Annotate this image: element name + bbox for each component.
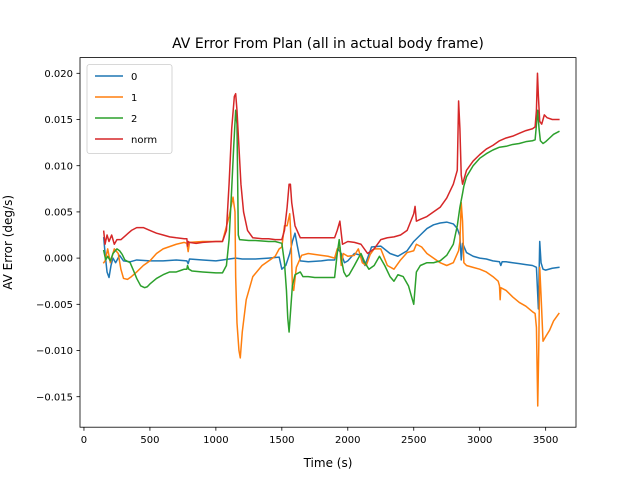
y-tick-label: −0.005 — [36, 300, 73, 311]
x-axis-ticks: 0 500 1000 1500 2000 2500 3000 3500 — [81, 427, 558, 446]
y-tick-label: −0.015 — [36, 392, 73, 403]
y-tick-label: 0.005 — [44, 208, 73, 219]
chart-title: AV Error From Plan (all in actual body f… — [172, 36, 484, 52]
series-line-3 — [102, 72, 560, 255]
plot-layer — [102, 72, 560, 407]
x-tick-label: 1500 — [269, 435, 294, 446]
x-tick-label: 2000 — [335, 435, 360, 446]
x-tick-label: 500 — [140, 435, 159, 446]
plot-frame — [79, 57, 577, 428]
legend-box — [86, 64, 173, 154]
y-tick-label: 0.020 — [44, 69, 73, 80]
series-line-2 — [102, 109, 560, 333]
legend: 0 1 2 norm — [86, 64, 173, 154]
x-tick-label: 2500 — [401, 435, 426, 446]
y-tick-label: 0.015 — [44, 115, 73, 126]
legend-label-2: 2 — [131, 114, 137, 125]
legend-label-3: norm — [131, 135, 157, 146]
y-tick-label: 0.010 — [44, 161, 73, 172]
legend-label-0: 0 — [131, 72, 137, 83]
x-axis-label: Time (s) — [303, 456, 353, 470]
x-tick-label: 3500 — [533, 435, 558, 446]
x-tick-label: 0 — [81, 435, 87, 446]
y-tick-label: −0.010 — [36, 346, 73, 357]
y-axis-ticks: −0.015 −0.010 −0.005 0.000 0.005 0.010 0.015 0.… — [36, 69, 80, 403]
legend-label-1: 1 — [131, 93, 137, 104]
x-tick-label: 1000 — [203, 435, 228, 446]
y-axis-label: AV Error (deg/s) — [1, 195, 15, 290]
y-tick-label: 0.000 — [44, 254, 73, 265]
x-tick-label: 3000 — [467, 435, 492, 446]
series-line-0 — [102, 221, 560, 310]
